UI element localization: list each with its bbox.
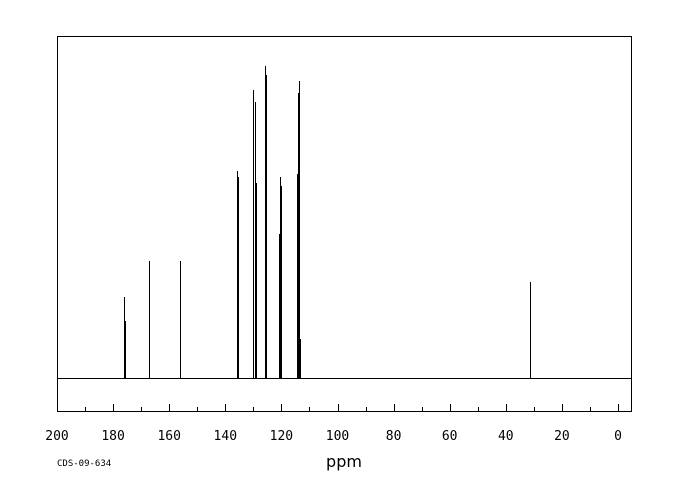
tick-label-160: 160 [157, 429, 180, 444]
tick-label-0: 0 [614, 429, 622, 444]
tick-label-80: 80 [386, 429, 402, 444]
plot-frame [57, 36, 632, 412]
peaks-layer [124, 66, 531, 378]
tick-label-140: 140 [214, 429, 237, 444]
tick-label-200: 200 [45, 429, 68, 444]
x-axis-ticks [57, 404, 619, 412]
tick-label-60: 60 [442, 429, 458, 444]
tick-label-120: 120 [270, 429, 293, 444]
x-axis-label: ppm [326, 452, 362, 471]
tick-label-20: 20 [554, 429, 570, 444]
tick-label-180: 180 [101, 429, 124, 444]
tick-label-40: 40 [498, 429, 514, 444]
spectrum-code: CDS-09-634 [57, 459, 111, 469]
tick-label-100: 100 [326, 429, 349, 444]
x-axis-tick-labels: 200 180 160 140 120 100 80 60 40 20 0 [45, 429, 622, 444]
